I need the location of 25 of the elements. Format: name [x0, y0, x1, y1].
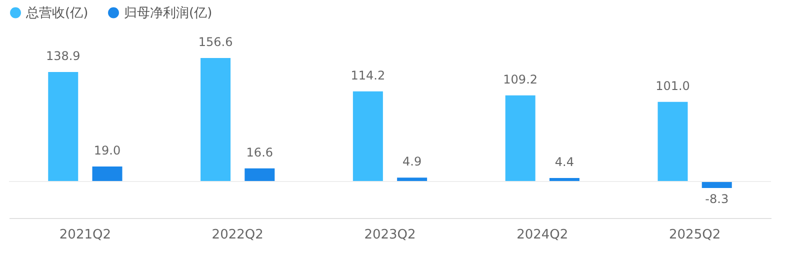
data-label: 101.0	[656, 78, 690, 93]
data-label: 4.4	[554, 154, 574, 169]
bar	[48, 72, 78, 182]
bar	[505, 95, 536, 182]
data-label: 156.6	[198, 35, 233, 49]
bar	[244, 168, 275, 182]
bar	[702, 181, 732, 188]
data-label: 109.2	[503, 72, 538, 86]
bar	[658, 102, 688, 182]
data-label: -8.3	[705, 192, 729, 206]
data-label: 16.6	[246, 145, 274, 160]
x-tick-label: 2023Q2	[364, 228, 416, 242]
legend-label: 总营收(亿)	[25, 6, 88, 21]
bar	[352, 91, 383, 182]
bar	[200, 58, 231, 182]
x-tick-label: 2022Q2	[212, 228, 264, 242]
data-label: 19.0	[94, 143, 121, 158]
bar	[92, 166, 122, 182]
data-label: 4.9	[402, 154, 422, 169]
x-tick-label: 2021Q2	[59, 228, 111, 242]
legend-label: 归母净利润(亿)	[124, 6, 212, 21]
data-label: 138.9	[46, 48, 80, 63]
data-label: 114.2	[350, 68, 386, 82]
x-tick-label: 2024Q2	[516, 228, 568, 242]
x-tick-label: 2025Q2	[669, 228, 721, 242]
